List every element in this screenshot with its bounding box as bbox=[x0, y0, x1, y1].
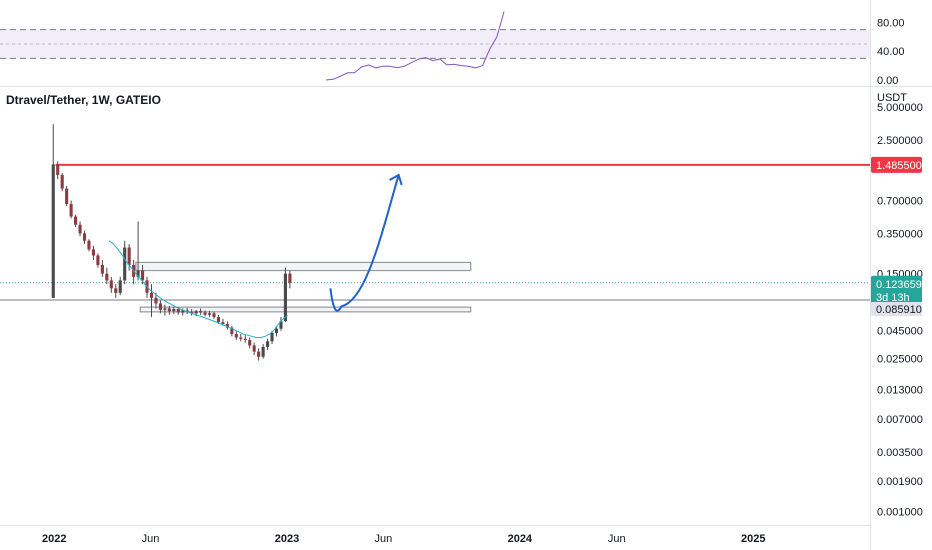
candle-body bbox=[288, 273, 292, 283]
candle-body bbox=[261, 346, 265, 357]
chart-title: Dtravel/Tether, 1W, GATEIO bbox=[6, 93, 161, 107]
price-tick-label: 0.350000 bbox=[877, 228, 923, 240]
zones bbox=[135, 261, 472, 313]
candle-body bbox=[91, 249, 96, 256]
rsi-tick-label: 40.00 bbox=[877, 46, 905, 58]
time-tick-label: Jun bbox=[608, 533, 626, 545]
candle-body bbox=[216, 317, 221, 323]
candle-body bbox=[123, 247, 127, 281]
price-tick-label: 2.500000 bbox=[877, 135, 923, 147]
candle-body bbox=[100, 264, 104, 274]
candle-body bbox=[194, 311, 198, 314]
candle-body bbox=[199, 311, 203, 313]
candle-body bbox=[158, 303, 162, 310]
price-tick-label: 0.001000 bbox=[877, 506, 923, 518]
candle-body bbox=[109, 280, 113, 289]
projection-arrow[interactable] bbox=[329, 174, 400, 312]
price-tick-label: 0.001900 bbox=[877, 476, 923, 488]
candle-body bbox=[181, 310, 185, 313]
current-price-badge: 0.123659 3d 13h bbox=[871, 275, 922, 306]
candle-body bbox=[274, 328, 279, 333]
candle-body bbox=[74, 216, 78, 225]
rsi-tick-label: 0.00 bbox=[877, 75, 898, 87]
candle-body bbox=[56, 164, 60, 175]
candles bbox=[51, 124, 292, 361]
price-unit-label: USDT bbox=[877, 92, 907, 104]
candle-body bbox=[82, 233, 87, 241]
candle-body bbox=[252, 345, 256, 352]
candle-body bbox=[230, 327, 234, 335]
candle-body bbox=[283, 273, 287, 322]
candle-body bbox=[176, 309, 180, 313]
horizontal-badge-label: 0.085910 bbox=[876, 304, 922, 316]
projection-arrow-head bbox=[389, 173, 403, 186]
countdown-label: 3d 13h bbox=[876, 292, 910, 304]
time-tick-label: Jun bbox=[374, 533, 392, 545]
candle-body bbox=[257, 351, 261, 357]
candle-body bbox=[154, 297, 158, 304]
candle-body bbox=[96, 255, 100, 265]
candle-body bbox=[114, 288, 118, 293]
price-axis[interactable]: 5.0000002.5000000.7000000.3500000.150000… bbox=[877, 102, 923, 518]
horizontal-badge-bg bbox=[871, 302, 922, 317]
candle-body bbox=[248, 340, 252, 346]
candle-body bbox=[163, 308, 167, 310]
horizontal-line-badge: 0.085910 bbox=[871, 302, 922, 317]
candle-body bbox=[118, 280, 122, 293]
resistance-badge-bg bbox=[871, 156, 922, 173]
time-tick-label: 2023 bbox=[275, 533, 299, 545]
candle-body bbox=[203, 312, 207, 315]
candle-body bbox=[221, 322, 225, 324]
rsi-pane: 80.00 40.00 0.00 bbox=[0, 11, 905, 87]
price-tick-label: 0.013000 bbox=[877, 385, 923, 397]
candle-body bbox=[207, 313, 212, 315]
candle-body bbox=[266, 341, 270, 347]
candle-body bbox=[69, 204, 73, 217]
price-tick-label: 0.045000 bbox=[877, 326, 923, 338]
candle-body bbox=[127, 247, 131, 265]
candle-body bbox=[136, 270, 140, 277]
candle-body bbox=[212, 313, 216, 318]
zone-rect[interactable] bbox=[135, 261, 472, 272]
time-axis[interactable]: 2022 Jun 2023 Jun 2024 Jun 2025 bbox=[42, 533, 766, 545]
price-tick-label: 5.000000 bbox=[877, 102, 923, 114]
candle-body bbox=[270, 332, 274, 342]
time-tick-label: Jun bbox=[142, 533, 160, 545]
candle-body bbox=[172, 309, 176, 312]
time-tick-label: 2022 bbox=[42, 533, 66, 545]
ma-line bbox=[108, 240, 288, 338]
candle-body bbox=[234, 334, 238, 338]
time-tick-label: 2024 bbox=[508, 533, 533, 545]
time-tick-label: 2025 bbox=[741, 533, 765, 545]
rsi-axis: 80.00 40.00 0.00 bbox=[877, 17, 905, 87]
price-tick-label: 0.025000 bbox=[877, 354, 923, 366]
candle-body bbox=[65, 188, 69, 205]
zone-rect[interactable] bbox=[139, 306, 472, 313]
price-tick-label: 0.003500 bbox=[877, 447, 923, 459]
candle-body bbox=[225, 323, 229, 328]
candle-body bbox=[105, 273, 109, 281]
current-price-badge-bg bbox=[871, 275, 922, 306]
candle-body bbox=[167, 308, 171, 312]
candle-body bbox=[185, 310, 189, 312]
candle-body bbox=[78, 224, 82, 234]
rsi-line bbox=[325, 11, 505, 81]
candle-body bbox=[239, 337, 243, 339]
candle-body bbox=[279, 321, 283, 329]
resistance-price-badge: 1.485500 bbox=[871, 156, 922, 173]
current-price-badge-label: 0.123659 bbox=[876, 279, 922, 291]
candle-body bbox=[87, 240, 91, 250]
candle-body bbox=[60, 174, 64, 189]
candle-body bbox=[51, 164, 55, 298]
resistance-badge-label: 1.485500 bbox=[876, 160, 922, 172]
candle-body bbox=[149, 292, 154, 298]
price-tick-label: 0.700000 bbox=[877, 196, 923, 208]
rsi-tick-label: 80.00 bbox=[877, 17, 905, 29]
candle-body bbox=[243, 338, 247, 341]
price-tick-label: 0.007000 bbox=[877, 414, 923, 426]
candle-body bbox=[190, 311, 194, 314]
candle-body bbox=[140, 270, 145, 281]
